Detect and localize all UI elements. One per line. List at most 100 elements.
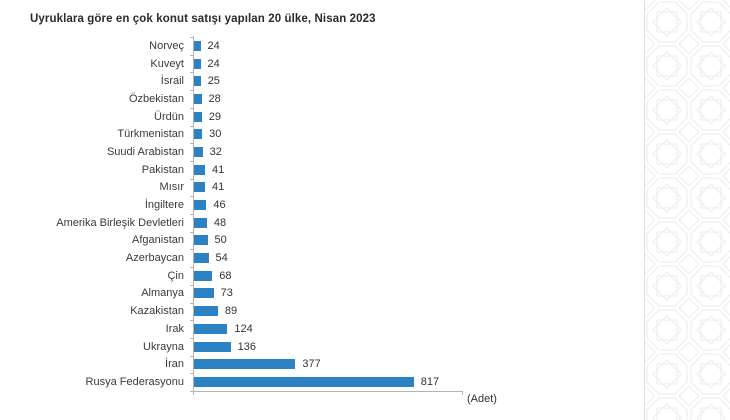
value-label: 32 — [209, 145, 222, 158]
chart-title: Uyruklara göre en çok konut satışı yapıl… — [30, 13, 376, 25]
value-label: 29 — [208, 110, 222, 123]
country-label: İran — [165, 358, 184, 371]
value-label: 73 — [220, 287, 233, 300]
y-axis-tick — [190, 54, 193, 56]
x-axis-tick — [462, 391, 463, 395]
value-label: 41 — [212, 181, 225, 194]
bar — [194, 306, 218, 317]
bar-row: Afganistan 50 — [0, 232, 640, 250]
country-label: Ürdün — [154, 110, 184, 123]
bar — [194, 200, 207, 211]
bar — [194, 93, 202, 104]
country-label: Mısır — [159, 181, 184, 194]
y-axis-line — [193, 36, 194, 391]
country-label: Kuveyt — [150, 57, 184, 70]
country-label: İngiltere — [144, 199, 184, 212]
bar-row: Ukrayna 136 — [0, 338, 640, 356]
country-label: Çin — [167, 269, 184, 282]
bar — [194, 129, 203, 140]
bar — [194, 182, 205, 193]
bar-row: Irak 124 — [0, 320, 640, 338]
bar — [194, 40, 201, 51]
bar-row: İsrail 25 — [0, 72, 640, 90]
value-label: 46 — [213, 199, 226, 212]
bar-row: Amerika Birleşik Devletleri 48 — [0, 214, 640, 232]
bar — [194, 270, 213, 281]
bar — [194, 217, 207, 228]
country-label: Pakistan — [141, 163, 184, 176]
bar-row: Türkmenistan 30 — [0, 125, 640, 143]
value-label: 50 — [214, 234, 227, 247]
y-axis-tick — [190, 125, 193, 127]
y-axis-tick — [190, 249, 193, 251]
geometric-pattern-svg — [645, 0, 730, 420]
value-label: 41 — [212, 163, 225, 176]
x-axis-tick — [193, 391, 194, 395]
y-axis-tick — [190, 143, 193, 145]
bar — [194, 253, 209, 264]
bar — [194, 146, 203, 157]
y-axis-tick — [190, 107, 193, 109]
bar — [194, 376, 414, 387]
bar — [194, 323, 228, 334]
bar-row: Ürdün 29 — [0, 108, 640, 126]
y-axis-tick — [190, 355, 193, 357]
value-label: 48 — [213, 216, 227, 229]
country-label: Almanya — [141, 287, 184, 300]
y-axis-tick — [190, 320, 193, 322]
country-label: Türkmenistan — [117, 128, 184, 141]
y-axis-tick — [190, 373, 193, 375]
y-axis-tick — [190, 267, 193, 269]
y-axis-tick — [190, 160, 193, 162]
country-label: Amerika Birleşik Devletleri — [56, 216, 184, 229]
y-axis-tick — [190, 37, 193, 38]
bar-row: Pakistan 41 — [0, 161, 640, 179]
country-label: Azerbaycan — [125, 252, 184, 265]
value-label: 28 — [208, 92, 221, 105]
value-label: 89 — [224, 305, 238, 318]
bar-row: Özbekistan 28 — [0, 90, 640, 108]
value-label: 25 — [207, 75, 220, 88]
unit-label: (Adet) — [467, 393, 497, 405]
x-axis-line — [193, 391, 463, 392]
bar — [194, 359, 296, 370]
bar-row: Mısır 41 — [0, 179, 640, 197]
value-label: 24 — [207, 57, 220, 70]
bar-row: Suudi Arabistan 32 — [0, 143, 640, 161]
bar-row: Norveç 24 — [0, 37, 640, 55]
y-axis-tick — [190, 284, 193, 286]
bar-rows: Norveç 24 Kuveyt 24 İsrail 25 Özbekistan 28 Ürdü… — [0, 37, 640, 391]
country-label: Ukrayna — [143, 340, 184, 353]
y-axis-tick — [190, 196, 193, 198]
bar — [194, 164, 205, 175]
value-label: 68 — [219, 269, 232, 282]
value-label: 24 — [207, 39, 220, 52]
country-label: İsrail — [160, 75, 184, 88]
country-label: Norveç — [149, 39, 184, 52]
bar-row: İngiltere 46 — [0, 196, 640, 214]
geometric-pattern-decoration — [644, 0, 730, 420]
country-label: Suudi Arabistan — [106, 145, 184, 158]
value-label: 54 — [215, 252, 228, 265]
value-label: 377 — [302, 358, 321, 371]
y-axis-tick — [190, 214, 193, 215]
country-label: Kazakistan — [130, 305, 184, 318]
country-label: Rusya Federasyonu — [85, 375, 184, 388]
country-label: Irak — [165, 322, 184, 335]
y-axis-tick — [190, 72, 193, 74]
bar-row: Azerbaycan 54 — [0, 249, 640, 267]
value-label: 30 — [209, 128, 222, 141]
y-axis-tick — [190, 302, 193, 304]
bar-row: Rusya Federasyonu 817 — [0, 373, 640, 391]
country-label: Özbekistan — [128, 92, 184, 105]
y-axis-tick — [190, 337, 193, 339]
bar-row: Almanya 73 — [0, 285, 640, 303]
bar — [194, 76, 201, 87]
bar-row: İran 377 — [0, 355, 640, 373]
bar — [194, 341, 231, 352]
bar — [194, 58, 201, 69]
value-label: 124 — [234, 322, 253, 335]
value-label: 136 — [237, 340, 256, 353]
bar — [194, 235, 208, 246]
